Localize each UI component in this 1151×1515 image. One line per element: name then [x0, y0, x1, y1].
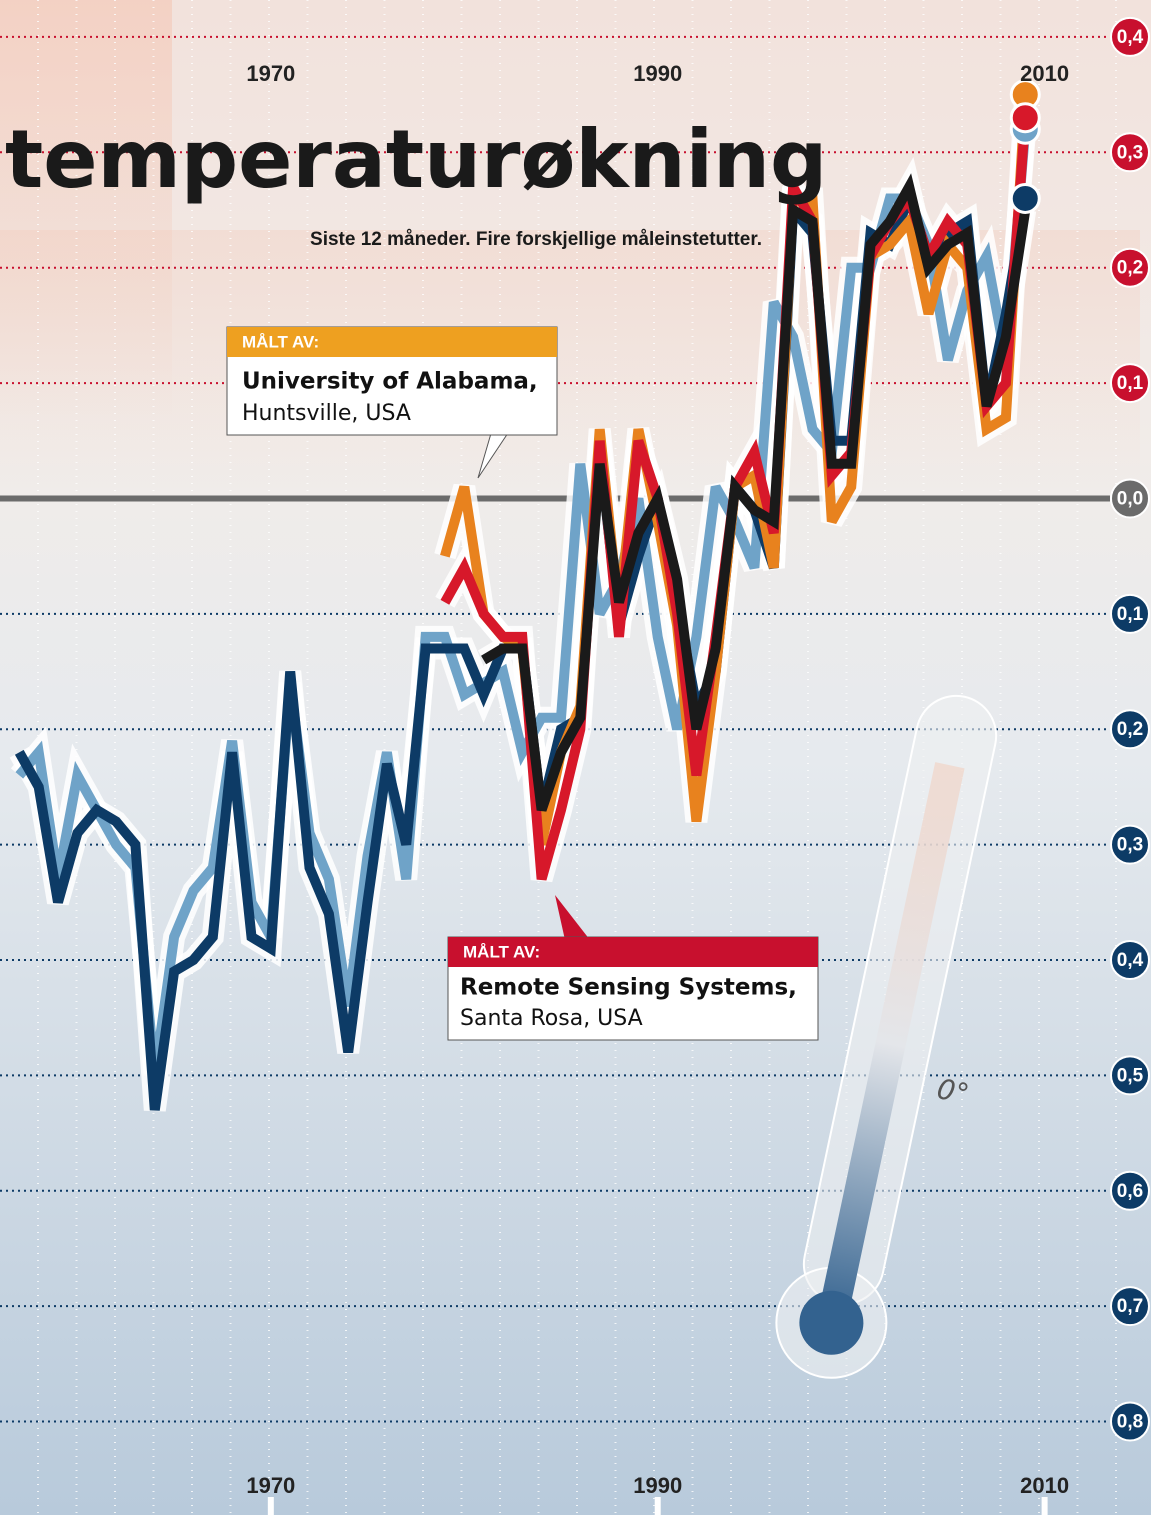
x-tick-label: 2010 [1020, 61, 1069, 86]
last-marker [1011, 104, 1039, 132]
chart-title: temperaturøkning [5, 113, 827, 206]
callout-name: Remote Sensing Systems, [460, 975, 797, 1001]
y-tick-label: 0,3 [1117, 142, 1143, 163]
thermometer-label: 0° [934, 1072, 972, 1111]
chart-subtitle: Siste 12 måneder. Fire forskjellige måle… [310, 229, 762, 250]
y-tick-label: 0,2 [1117, 258, 1143, 279]
chart: 0° 0,4 0,3 0,2 0,1 0,0 0,1 0,2 0,3 0,4 0,5 0,6 0,7 0… [0, 0, 1151, 1515]
callout-place: Santa Rosa, USA [460, 1006, 643, 1031]
y-tick-label: 0,7 [1117, 1296, 1143, 1317]
y-tick-label: 0,0 [1117, 488, 1143, 509]
x-tick-label: 1990 [633, 1473, 682, 1498]
y-tick-label: 0,8 [1117, 1412, 1143, 1433]
callout-place: Huntsville, USA [242, 401, 411, 426]
last-marker [1011, 184, 1039, 212]
y-tick-label: 0,4 [1117, 27, 1144, 48]
y-tick-label: 0,4 [1117, 950, 1144, 971]
x-tick-label: 1990 [633, 61, 682, 86]
y-tick-label: 0,6 [1117, 1181, 1143, 1202]
callout-name: University of Alabama, [242, 369, 538, 395]
callout-label: MÅLT AV: [463, 942, 540, 961]
x-tick-label: 1970 [246, 61, 295, 86]
y-tick-label: 0,3 [1117, 835, 1143, 856]
x-tick-label: 1970 [246, 1473, 295, 1498]
y-tick-label: 0,5 [1117, 1065, 1144, 1086]
y-tick-label: 0,2 [1117, 719, 1143, 740]
x-tick-label: 2010 [1020, 1473, 1069, 1498]
callout-label: MÅLT AV: [242, 332, 319, 351]
y-tick-label: 0,1 [1117, 373, 1144, 394]
y-tick-label: 0,1 [1117, 604, 1144, 625]
